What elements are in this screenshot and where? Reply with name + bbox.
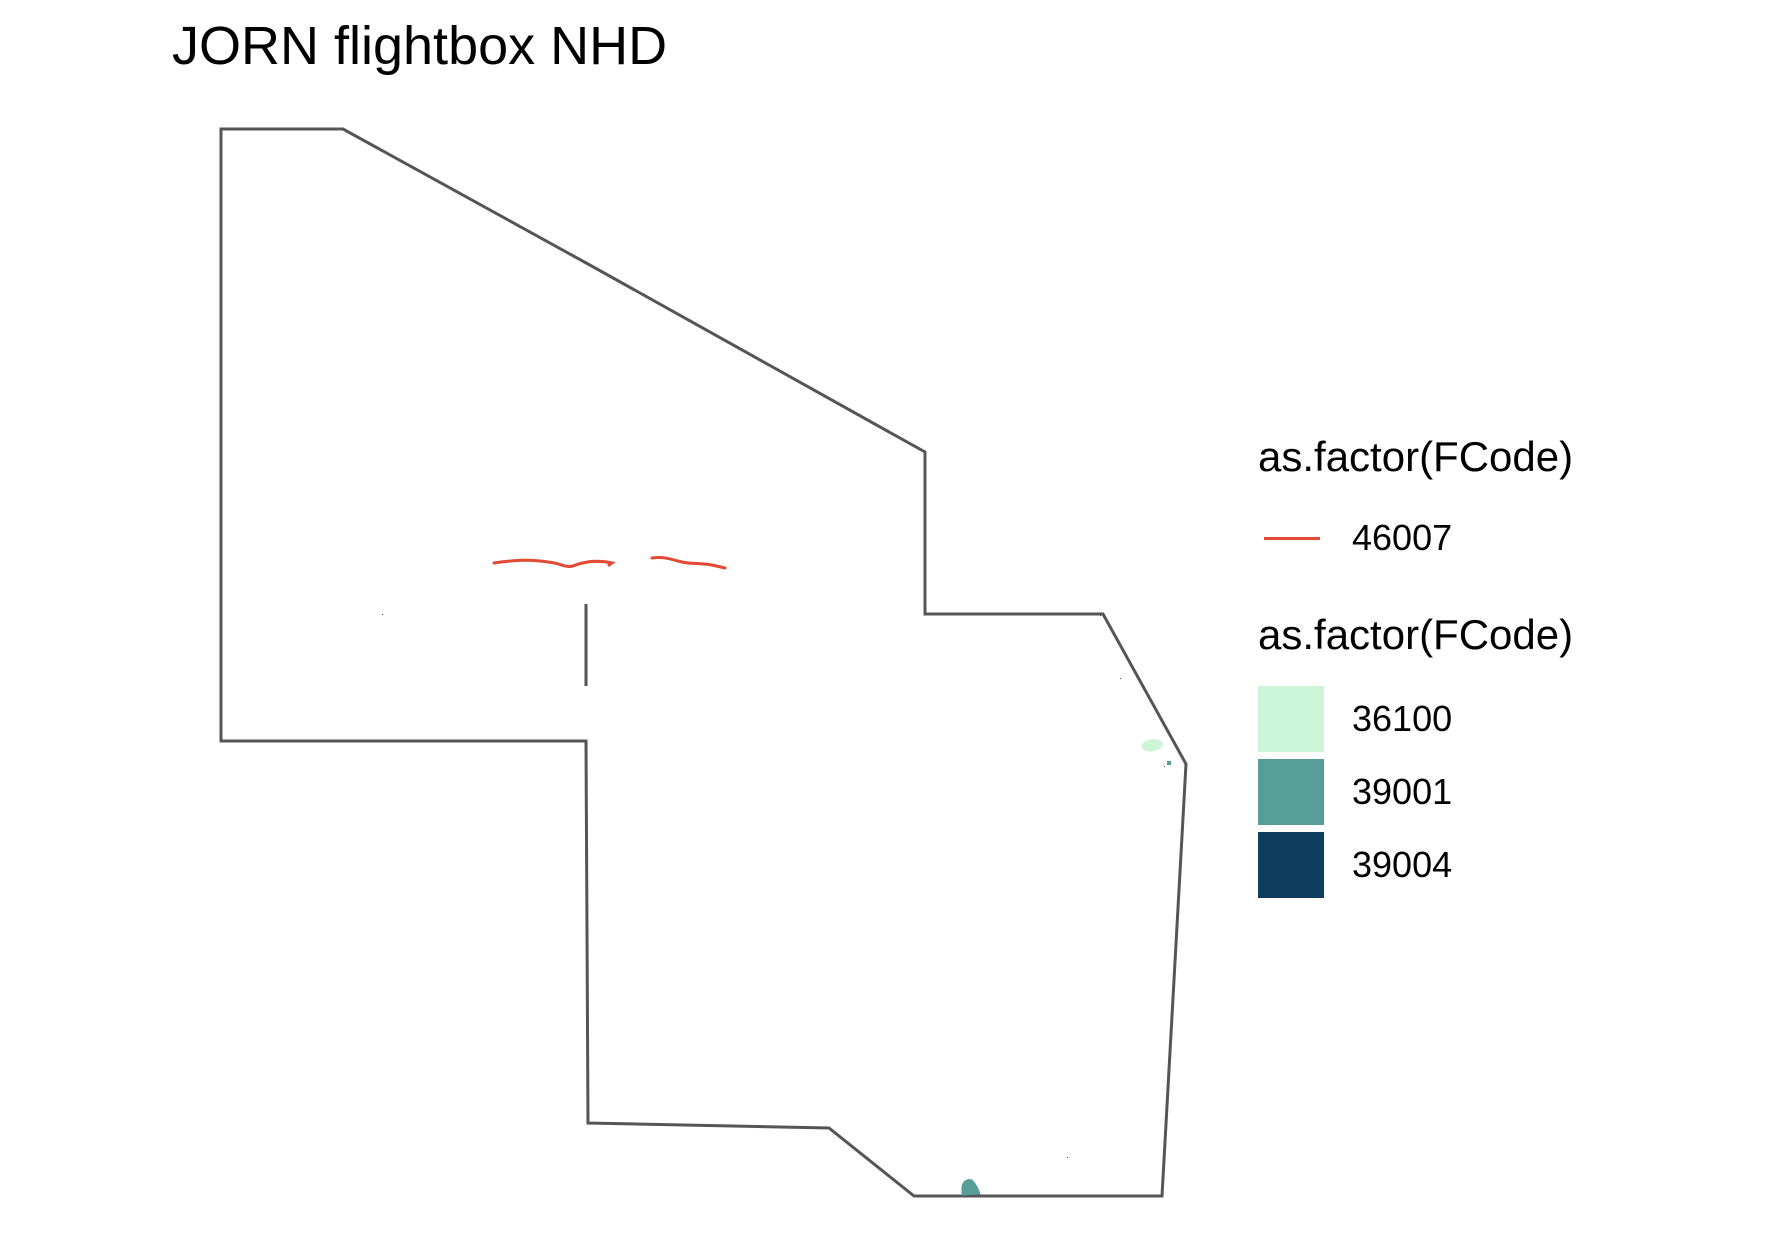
map-speck	[1100, 615, 1101, 616]
waterbody-39001-south	[961, 1179, 981, 1196]
flowline-46007-east	[650, 556, 727, 570]
legend-key-line	[1258, 505, 1326, 571]
legend-key-fill	[1258, 758, 1324, 825]
map-speck	[1067, 1157, 1068, 1158]
map-speck	[1120, 678, 1121, 679]
legend-lines-block: as.factor(FCode) 46007	[1258, 432, 1738, 574]
map-title: JORN flightbox NHD	[172, 16, 668, 76]
legend-fills-title: as.factor(FCode)	[1258, 611, 1574, 658]
legend-lines-title: as.factor(FCode)	[1258, 433, 1574, 480]
legend-label: 39001	[1352, 770, 1453, 812]
map-speck	[382, 614, 383, 615]
legend-key-fill	[1258, 831, 1324, 898]
map-speck	[1164, 766, 1165, 767]
legend-item-39004: 39004	[1258, 828, 1738, 901]
legend: as.factor(FCode) 46007 as.factor(FCode) …	[1258, 432, 1738, 901]
legend-item-46007: 46007	[1258, 502, 1738, 574]
legend-item-39001: 39001	[1258, 755, 1738, 828]
legend-label: 39004	[1352, 843, 1453, 885]
flowline-46007-west	[492, 558, 616, 568]
flightbox-boundary	[219, 127, 1188, 1198]
legend-label: 36100	[1352, 697, 1453, 739]
legend-key-fill	[1258, 685, 1324, 752]
legend-label: 46007	[1352, 517, 1453, 558]
legend-fills-block: as.factor(FCode) 36100 39001 39004	[1258, 610, 1738, 901]
waterbody-39001-east	[1167, 761, 1171, 765]
legend-item-36100: 36100	[1258, 682, 1738, 755]
waterbody-36100	[1141, 739, 1163, 752]
